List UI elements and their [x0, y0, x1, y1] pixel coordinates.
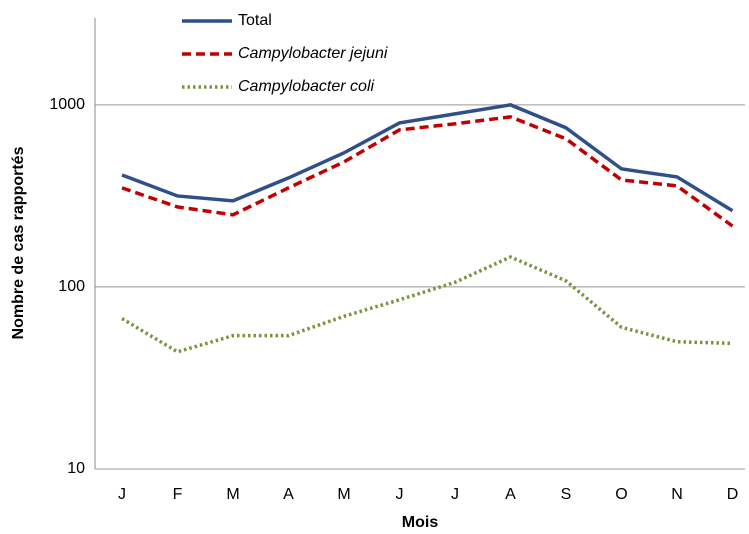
- x-tick-label: J: [451, 486, 459, 503]
- legend-label: Total: [238, 12, 272, 29]
- x-tick-label: A: [283, 486, 294, 503]
- y-tick-label: 100: [58, 278, 85, 295]
- legend-label: Campylobacter jejuni: [238, 45, 388, 62]
- x-tick-label: N: [671, 486, 683, 503]
- x-tick-label: J: [118, 486, 126, 503]
- y-axis-title: Nombre de cas rapportés: [10, 146, 27, 339]
- series-line: [121, 103, 734, 213]
- x-tick-label: A: [505, 486, 516, 503]
- x-tick-label: D: [727, 486, 739, 503]
- x-tick-label: J: [396, 486, 404, 503]
- y-tick-label: 10: [67, 460, 85, 477]
- x-tick-label: M: [337, 486, 350, 503]
- x-tick-label: F: [173, 486, 183, 503]
- x-tick-label: S: [561, 486, 572, 503]
- x-axis-title: Mois: [402, 514, 439, 531]
- series-line: [121, 255, 733, 354]
- x-tick-label: O: [615, 486, 627, 503]
- y-tick-label: 1000: [49, 96, 85, 113]
- legend-label: Campylobacter coli: [238, 78, 375, 95]
- x-tick-label: M: [226, 486, 239, 503]
- series-line: [121, 115, 734, 228]
